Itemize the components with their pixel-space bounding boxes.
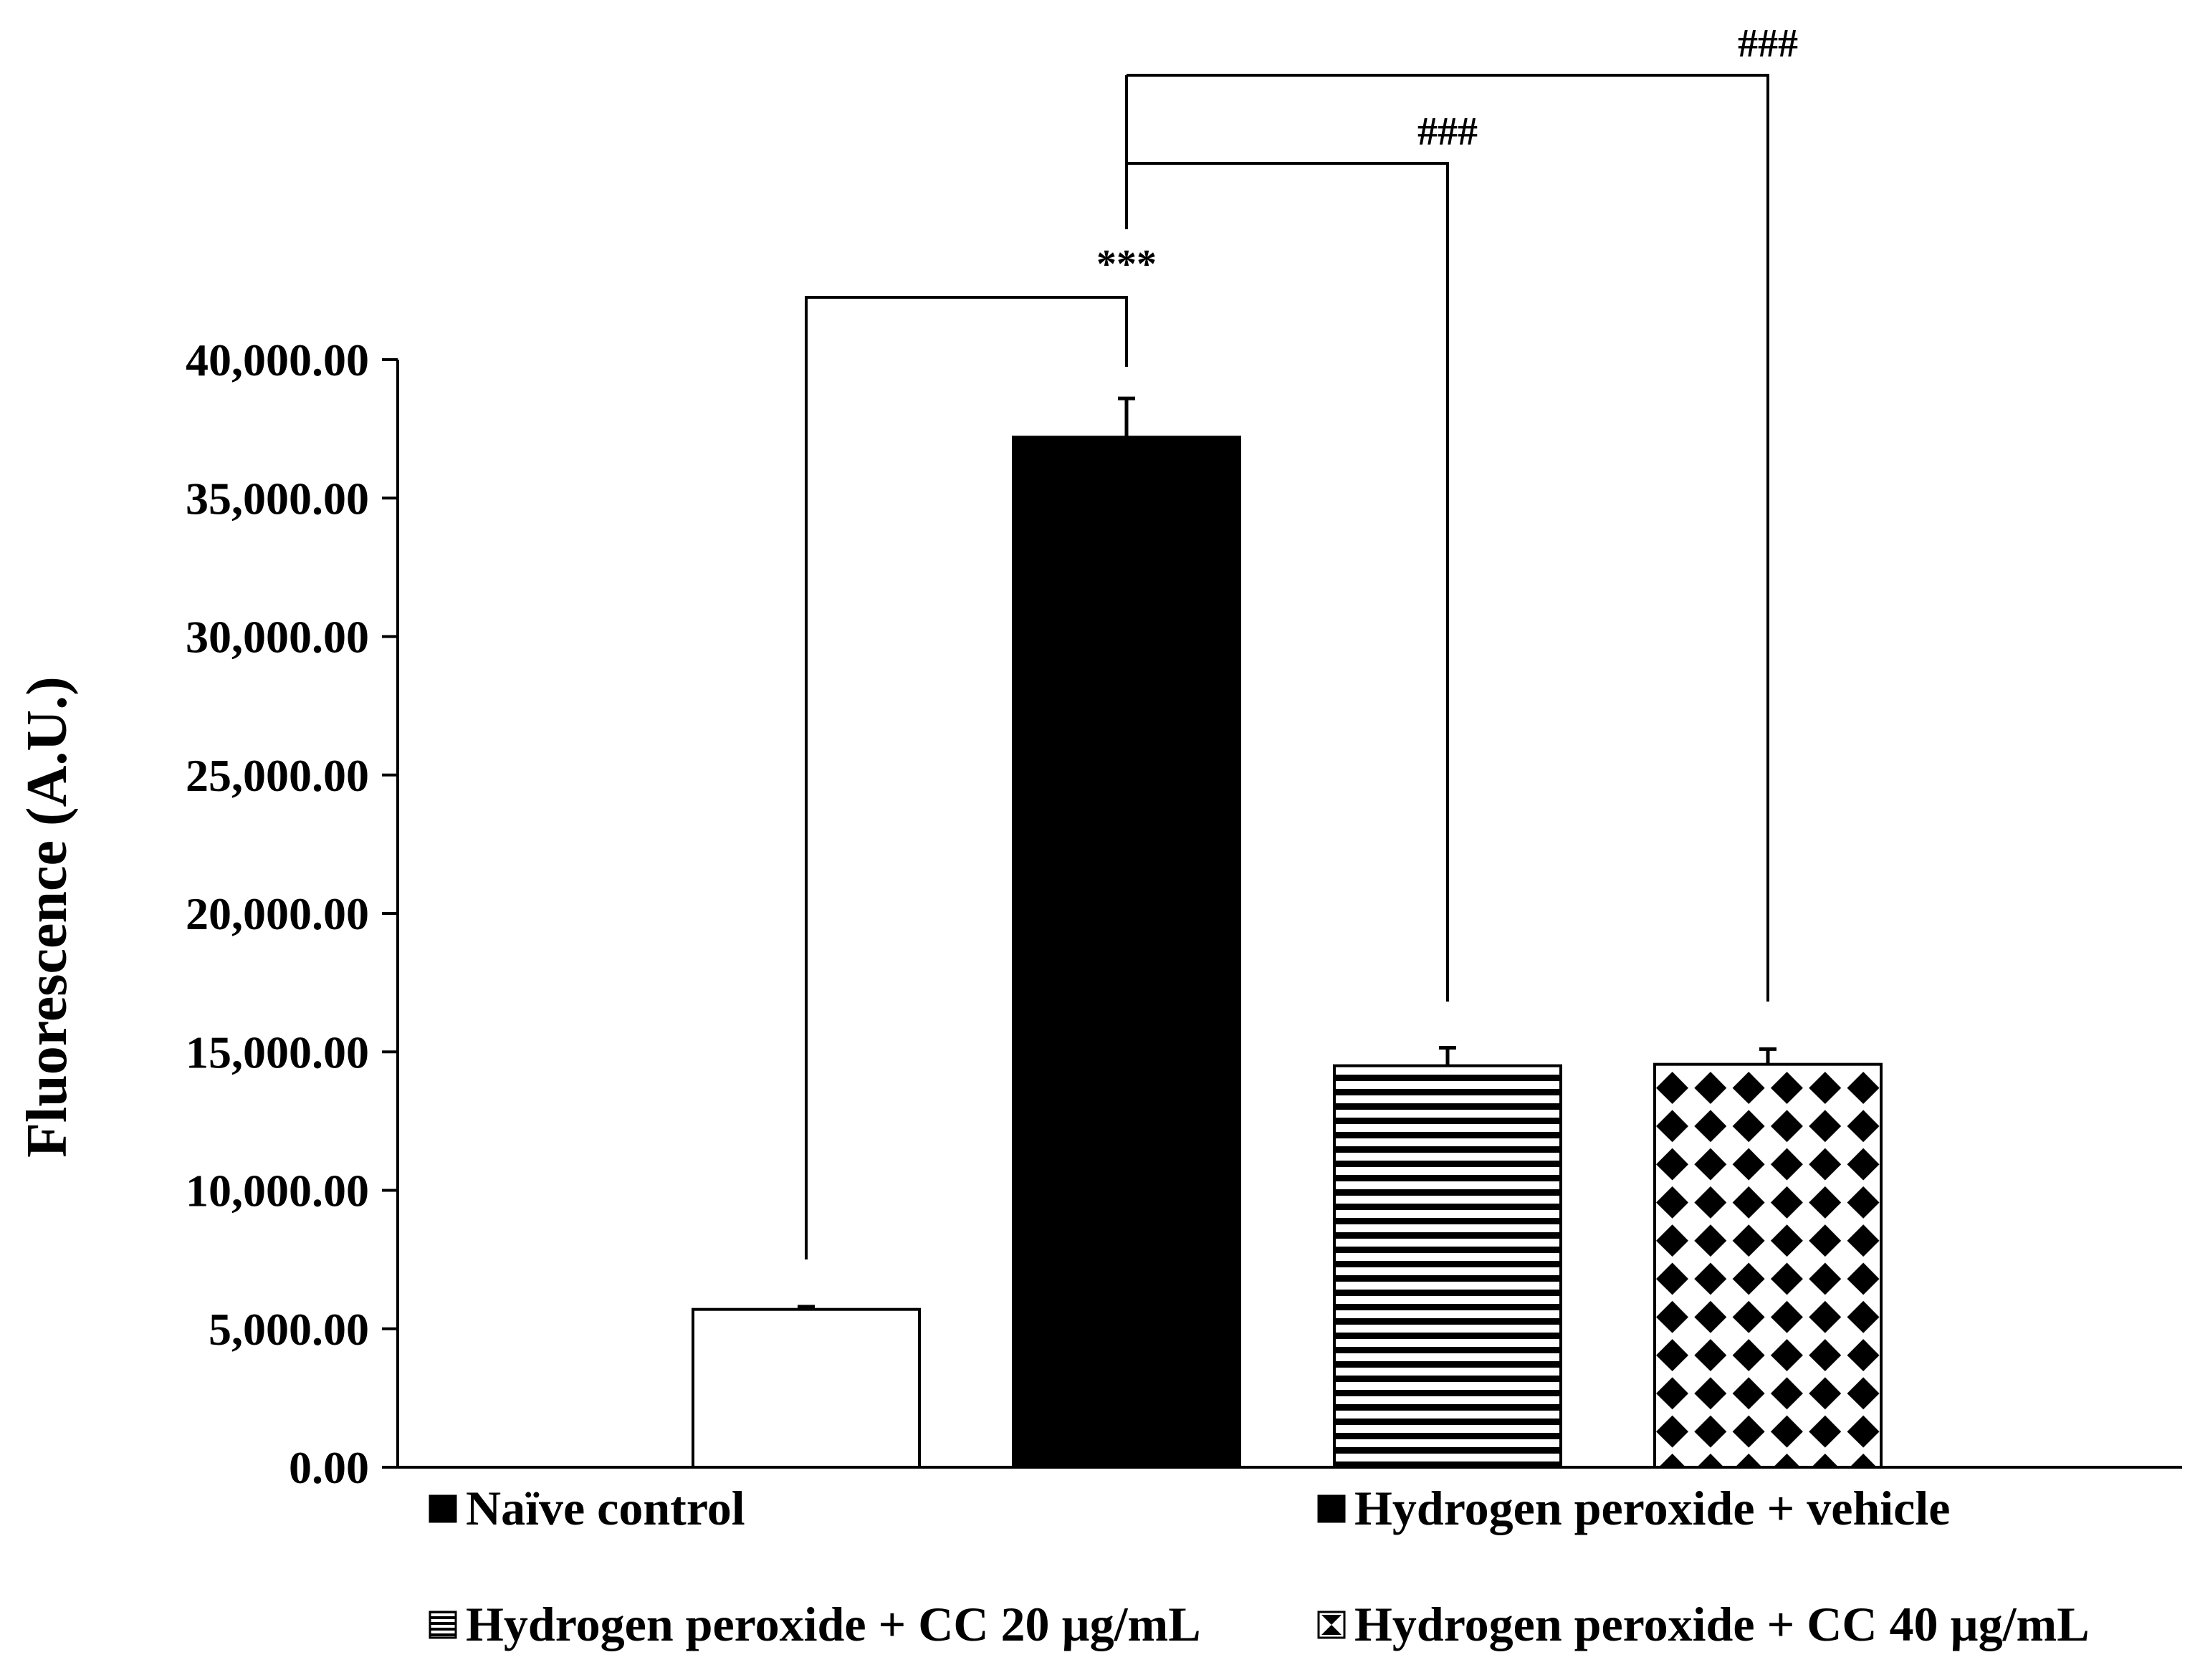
legend-label: Hydrogen peroxide + CC 20 µg/mL	[466, 1597, 1201, 1651]
legend-label: Hydrogen peroxide + CC 40 µg/mL	[1354, 1597, 2090, 1651]
legend-swatch	[1317, 1494, 1346, 1523]
legend-swatch	[429, 1611, 457, 1639]
legend-swatch	[429, 1494, 457, 1523]
legend-item: Hydrogen peroxide + CC 40 µg/mL	[1317, 1597, 2090, 1651]
legend-item: Hydrogen peroxide + CC 20 µg/mL	[429, 1597, 1201, 1651]
significance-label: ***	[1096, 242, 1157, 287]
significance-bracket	[1127, 162, 1449, 1002]
bar	[1012, 436, 1241, 1469]
y-axis-title: Fluorescence (A.U.)	[16, 676, 79, 1158]
plot-area: 0.00 5,000.00 10,000.00 15,000.00 20,000.00 2…	[186, 335, 2182, 1493]
y-tick-label: 25,000.00	[186, 750, 369, 801]
bar	[1653, 1062, 1883, 1469]
y-tick-label: 35,000.00	[186, 473, 369, 524]
significance-label: ###	[1738, 21, 1798, 66]
bar	[692, 1307, 921, 1469]
legend-item: Naïve control	[429, 1481, 745, 1535]
legend-swatch	[1317, 1611, 1346, 1639]
y-tick-label: 10,000.00	[186, 1166, 369, 1216]
bar	[1333, 1064, 1562, 1469]
significance-bracket	[805, 296, 1128, 1259]
legend-label: Hydrogen peroxide + vehicle	[1354, 1481, 1950, 1535]
significance-bracket	[1127, 74, 1769, 1002]
legend-item: Hydrogen peroxide + vehicle	[1317, 1481, 1950, 1535]
y-tick-label: 20,000.00	[186, 888, 369, 939]
y-tick-label: 40,000.00	[186, 335, 369, 385]
y-tick-label: 5,000.00	[209, 1304, 369, 1355]
significance-label: ###	[1417, 110, 1478, 154]
legend: Naïve control Hydrogen peroxide + vehicle…	[429, 1481, 2090, 1651]
y-tick-label: 30,000.00	[186, 612, 369, 663]
y-tick-label: 0.00	[289, 1442, 369, 1493]
significance-annotations: *** ### ###	[805, 21, 1798, 1259]
legend-label: Naïve control	[466, 1481, 745, 1535]
y-tick-label: 15,000.00	[186, 1027, 369, 1077]
